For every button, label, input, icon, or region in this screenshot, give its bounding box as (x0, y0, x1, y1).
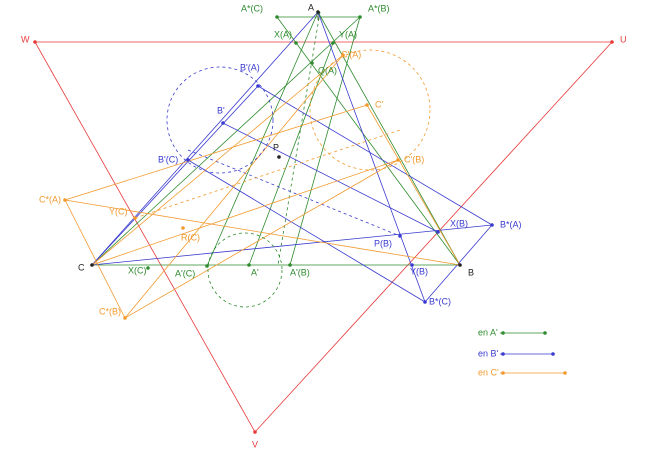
point (310, 61, 314, 65)
point-label: X(B) (450, 218, 468, 228)
point-label: A'(B) (290, 267, 310, 277)
point (288, 263, 292, 267)
labels: W U V A B C P A*(C) A*(B) X(A) Y(A) Q(A) C'(A) B'(A) B… (21, 2, 627, 449)
legend-label: en A' (478, 327, 498, 337)
legend-point (501, 331, 505, 335)
point (410, 263, 414, 267)
legend-label: en B' (478, 348, 499, 358)
point (253, 430, 257, 434)
legend-point (501, 371, 505, 375)
point (221, 121, 225, 125)
point (247, 263, 251, 267)
point (186, 158, 190, 162)
point (398, 234, 402, 238)
point (365, 103, 369, 107)
point (90, 263, 94, 267)
point-label: X(C) (128, 265, 147, 275)
point-label: B*(A) (500, 219, 522, 229)
point-label: B' (217, 105, 225, 115)
point-label: C*(B) (99, 306, 121, 316)
point-label: C*(A) (39, 194, 61, 204)
point (181, 226, 185, 230)
point-label: P(B) (374, 238, 392, 248)
point (423, 300, 427, 304)
legend-point (563, 371, 567, 375)
point-label: V (252, 439, 258, 449)
point-label: Y(B) (410, 266, 428, 276)
point (133, 216, 137, 220)
point (277, 155, 281, 159)
lines (34, 11, 613, 433)
point-label: Y(A) (339, 29, 357, 39)
point (316, 10, 320, 14)
point-label: Q(A) (318, 65, 337, 75)
legend-point (551, 352, 555, 356)
point (396, 158, 400, 162)
point-label: C (78, 262, 85, 272)
point (490, 223, 494, 227)
point (358, 15, 362, 19)
point (33, 40, 37, 44)
point-label: B'(C) (158, 154, 178, 164)
point (331, 41, 335, 45)
point (256, 84, 260, 88)
point (275, 15, 279, 19)
point-label: A' (251, 267, 259, 277)
point (436, 230, 440, 234)
legend-point (501, 352, 505, 356)
point (205, 264, 209, 268)
legend-label: en C' (478, 367, 499, 377)
point-label: A'(C) (175, 268, 195, 278)
point (458, 263, 462, 267)
point (63, 198, 67, 202)
point (294, 41, 298, 45)
point-label: B (468, 267, 474, 277)
point (146, 266, 150, 270)
point-label: B*(C) (429, 296, 451, 306)
point-label: A (308, 2, 314, 12)
point-label: C' (375, 99, 383, 109)
point-label: A*(B) (368, 3, 390, 13)
point-label: W (21, 34, 30, 44)
point (610, 40, 614, 44)
point (123, 316, 127, 320)
point-label: X(A) (274, 29, 292, 39)
point (341, 53, 345, 57)
point-label: P (273, 142, 279, 152)
point-label: Y(C) (109, 206, 128, 216)
point-label: U (620, 34, 627, 44)
point-label: R(C) (181, 232, 200, 242)
point-label: B'(A) (240, 62, 260, 72)
point-label: C'(A) (341, 49, 361, 59)
point-label: C'(B) (404, 154, 424, 164)
legend-point (543, 331, 547, 335)
point-label: A*(C) (241, 3, 263, 13)
